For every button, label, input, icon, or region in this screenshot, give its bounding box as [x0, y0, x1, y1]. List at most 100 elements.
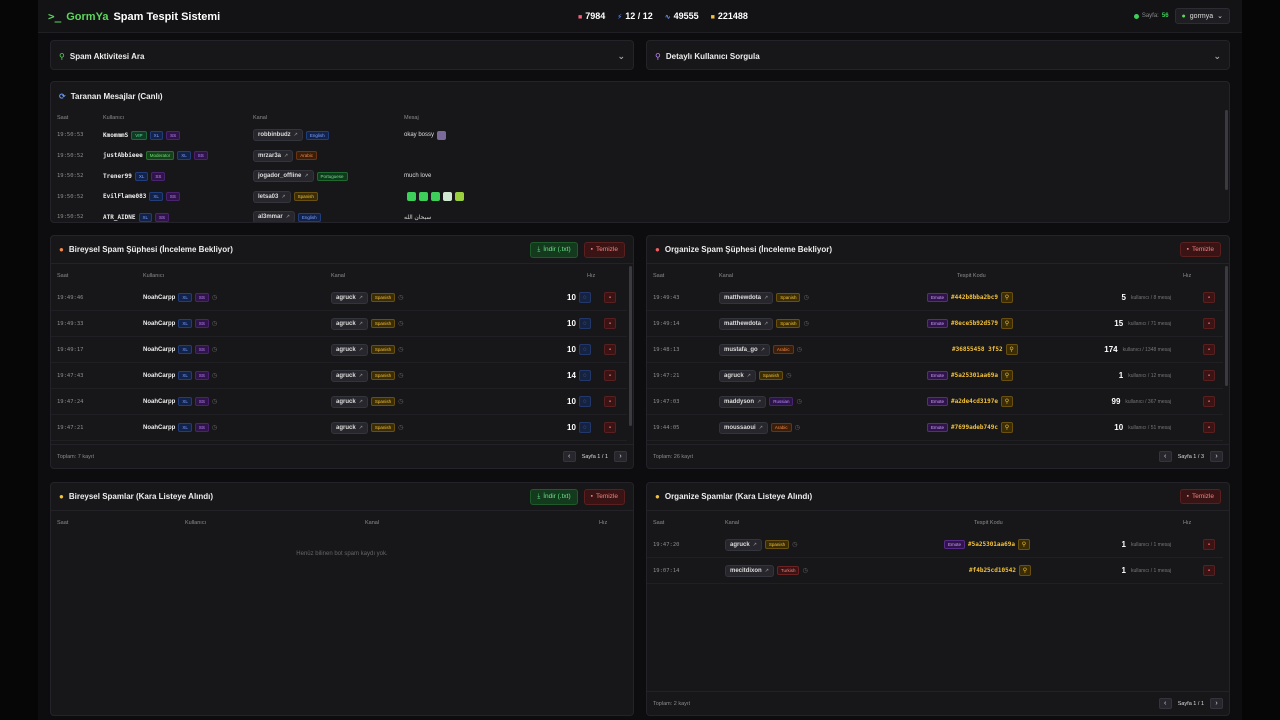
delete-icon[interactable]: ▪ — [603, 370, 616, 381]
next-page-button[interactable]: › — [1210, 698, 1223, 709]
search-icon[interactable]: ⚲ — [1018, 565, 1031, 576]
next-page-button[interactable]: › — [614, 451, 627, 462]
user-menu-button[interactable]: ● gormya ⌄ — [1174, 8, 1230, 24]
scrollbar[interactable] — [1225, 266, 1228, 386]
channel-link[interactable]: robbinbudz ↗ — [253, 129, 303, 142]
delete-icon[interactable]: ▪ — [603, 396, 616, 407]
user-name[interactable]: NoahCarpp — [143, 346, 176, 353]
channel-link[interactable]: jogador_offline ↗ — [253, 170, 314, 183]
channel-link[interactable]: agruck ↗ — [331, 291, 368, 304]
next-page-button[interactable]: › — [1210, 451, 1223, 462]
message-icon[interactable]: ◌ — [578, 344, 591, 355]
message-icon[interactable]: ◌ — [578, 422, 591, 433]
delete-icon[interactable]: ▪ — [1203, 396, 1215, 407]
external-link-icon: ↗ — [764, 294, 769, 301]
search-icon[interactable]: ⚲ — [1005, 344, 1018, 355]
user-name[interactable]: justAbbieee — [103, 152, 143, 160]
channel-link[interactable]: agruck ↗ — [719, 369, 756, 382]
channel-link[interactable]: al3mmar ↗ — [253, 211, 295, 222]
chevron-down-icon[interactable]: ⌄ — [617, 50, 625, 61]
channel-link[interactable]: mustafa_go ↗ — [719, 343, 770, 356]
clear-button[interactable]: ▪ Temizle — [583, 488, 625, 505]
user-name[interactable]: EvilFlame083 — [103, 193, 147, 201]
speed-value: 10 — [1114, 423, 1124, 432]
user-search-accordion[interactable]: ⚲ Detaylı Kullanıcı Sorgula ⌄ — [646, 40, 1230, 70]
search-icon[interactable]: ⚲ — [1000, 396, 1013, 407]
language-badge: Spanish — [370, 345, 396, 354]
prev-page-button[interactable]: ‹ — [1158, 698, 1172, 709]
search-icon[interactable]: ⚲ — [1000, 370, 1013, 381]
channel-link[interactable]: agruck ↗ — [725, 538, 762, 551]
channel-link[interactable]: agruck ↗ — [331, 395, 368, 408]
search-icon[interactable]: ⚲ — [1000, 292, 1013, 303]
prev-page-button[interactable]: ‹ — [1158, 451, 1172, 462]
user-badge: SS — [165, 192, 180, 202]
message-icon[interactable]: ◌ — [578, 396, 591, 407]
user-name[interactable]: Trener99 — [103, 172, 132, 180]
channel-link[interactable]: agruck ↗ — [331, 369, 368, 382]
user-name[interactable]: ATR_AIDNE — [103, 213, 136, 221]
message-icon[interactable]: ◌ — [578, 370, 591, 381]
search-icon[interactable]: ⚲ — [1000, 422, 1013, 433]
signal-icon: ∿ — [664, 14, 671, 21]
user-name[interactable]: NoahCarpp — [143, 372, 176, 379]
xl-badge: XL — [178, 423, 192, 432]
speed-detail: kullanıcı / 12 mesaj — [1128, 372, 1171, 379]
row-time: 19:49:46 — [57, 294, 84, 301]
user-name[interactable]: KmommmS — [103, 131, 129, 139]
group-icon: ● — [655, 245, 660, 254]
clear-button[interactable]: ▪ Temizle — [1179, 242, 1221, 257]
external-link-icon: ↗ — [757, 398, 762, 405]
channel-link[interactable]: agruck ↗ — [331, 343, 368, 356]
channel-link[interactable]: matthewdota ↗ — [719, 291, 774, 304]
message-time: 19:50:52 — [57, 173, 84, 180]
channel-link[interactable]: moussaoui ↗ — [719, 421, 768, 434]
user-name[interactable]: NoahCarpp — [143, 398, 176, 405]
scrollbar[interactable] — [1225, 110, 1228, 190]
delete-icon[interactable]: ▪ — [603, 422, 616, 433]
delete-icon[interactable]: ▪ — [1203, 422, 1215, 433]
user-badge: SS — [155, 212, 170, 222]
user-name[interactable]: NoahCarpp — [143, 424, 176, 431]
emote-badge: Emote — [927, 397, 949, 406]
search-icon[interactable]: ⚲ — [1017, 539, 1030, 550]
clear-button[interactable]: ▪ Temizle — [1179, 489, 1221, 504]
row-time: 19:49:14 — [653, 320, 680, 327]
delete-icon[interactable]: ▪ — [603, 292, 616, 303]
delete-icon[interactable]: ▪ — [1203, 370, 1215, 381]
external-link-icon: ↗ — [358, 398, 363, 405]
speed-value: 1 — [1118, 371, 1124, 380]
brand[interactable]: >_ GormYa Spam Tespit Sistemi — [48, 10, 220, 23]
delete-icon[interactable]: ▪ — [1203, 344, 1215, 355]
channel-link[interactable]: mrzar3a ↗ — [253, 149, 294, 162]
channel-link[interactable]: maddyson ↗ — [719, 395, 767, 408]
delete-icon[interactable]: ▪ — [603, 318, 616, 329]
download-button[interactable]: ⤓ İndir (.txt) — [530, 241, 578, 258]
delete-icon[interactable]: ▪ — [1203, 539, 1215, 550]
clear-button[interactable]: ▪ Temizle — [583, 241, 625, 258]
channel-link[interactable]: mecitdixon ↗ — [725, 564, 774, 577]
spam-search-accordion[interactable]: ⚲ Spam Aktivitesi Ara ⌄ — [50, 40, 634, 70]
scrollbar[interactable] — [629, 266, 632, 426]
delete-icon[interactable]: ▪ — [603, 344, 616, 355]
channel-name: agruck — [336, 294, 356, 301]
external-link-icon: ↗ — [304, 173, 309, 180]
prev-page-button[interactable]: ‹ — [562, 451, 576, 462]
message-icon[interactable]: ◌ — [578, 292, 591, 303]
chevron-down-icon[interactable]: ⌄ — [1213, 50, 1221, 61]
delete-icon[interactable]: ▪ — [1203, 565, 1215, 576]
channel-link[interactable]: agruck ↗ — [331, 317, 368, 330]
empty-state: Henüz bilinen bot spam kaydı yok. — [296, 551, 388, 557]
channel-link[interactable]: agruck ↗ — [331, 421, 368, 434]
user-name[interactable]: NoahCarpp — [143, 320, 176, 327]
message-row: 19:50:53 KmommmS VIP XL SS robbinbudz ↗ English… — [51, 125, 1223, 146]
delete-icon[interactable]: ▪ — [1203, 318, 1215, 329]
channel-link[interactable]: matthewdota ↗ — [719, 317, 774, 330]
search-icon[interactable]: ⚲ — [1000, 318, 1013, 329]
channel-link[interactable]: letsa03 ↗ — [253, 190, 291, 203]
user-name[interactable]: NoahCarpp — [143, 294, 176, 301]
download-button[interactable]: ⤓ İndir (.txt) — [530, 488, 578, 505]
message-icon[interactable]: ◌ — [578, 318, 591, 329]
delete-icon[interactable]: ▪ — [1203, 292, 1215, 303]
speed-detail: kullanıcı / 1348 mesaj — [1122, 346, 1171, 353]
